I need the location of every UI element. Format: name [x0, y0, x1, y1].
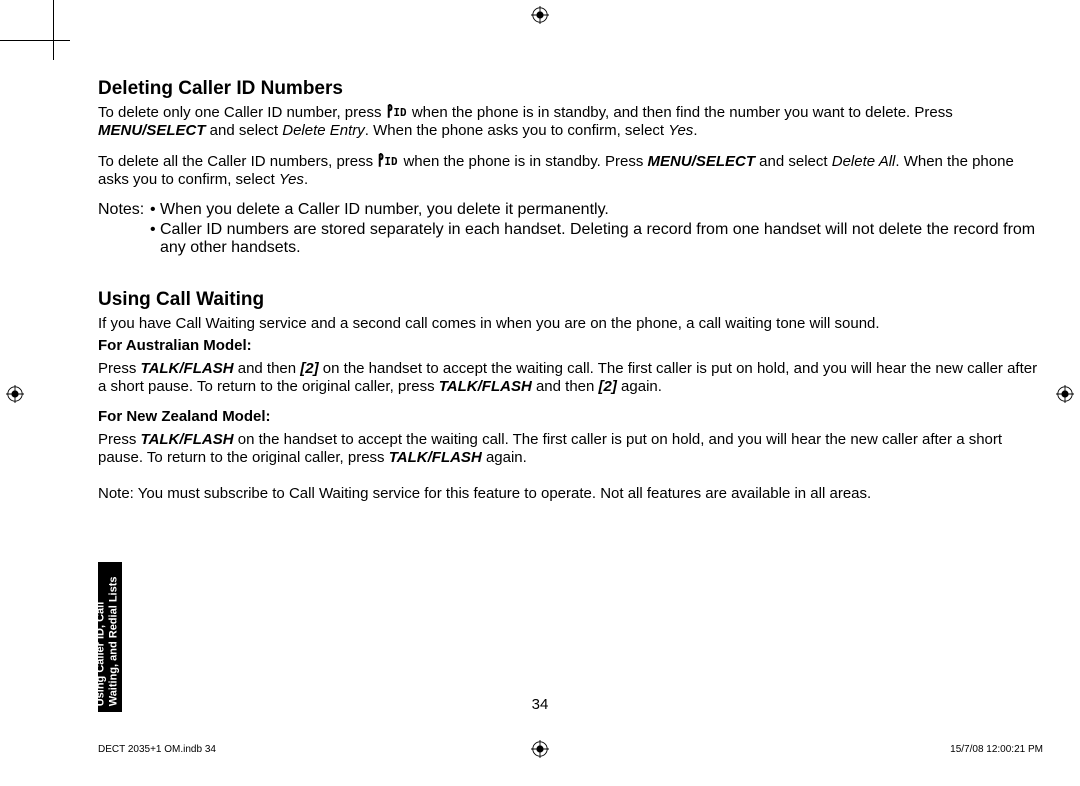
notes-body: • When you delete a Caller ID number, yo… — [150, 201, 1043, 259]
text-key-2: [2] — [300, 360, 318, 377]
crop-mark-vertical — [53, 0, 54, 60]
text: Press — [98, 360, 141, 377]
text-menu-select: MENU/SELECT — [648, 153, 756, 170]
para-call-waiting-note: Note: You must subscribe to Call Waiting… — [98, 485, 1043, 503]
print-footer: DECT 2035+1 OM.indb 34 15/7/08 12:00:21 … — [98, 744, 1043, 755]
text-talk-flash: TALK/FLASH — [389, 449, 482, 466]
notes-block: Notes: • When you delete a Caller ID num… — [98, 201, 1043, 259]
text-key-2: [2] — [599, 378, 617, 395]
text: again. — [617, 378, 662, 395]
bullet-icon: • — [150, 221, 160, 257]
text: again. — [482, 449, 527, 466]
note-text: Caller ID numbers are stored separately … — [160, 221, 1043, 257]
note-item: • Caller ID numbers are stored separatel… — [150, 221, 1043, 257]
para-delete-all: To delete all the Caller ID numbers, pre… — [98, 153, 1043, 190]
text-talk-flash: TALK/FLASH — [141, 431, 234, 448]
text-talk-flash: TALK/FLASH — [141, 360, 234, 377]
section-tab-line1: Using Caller ID, Call — [95, 601, 107, 706]
registration-mark-left — [6, 385, 24, 403]
para-delete-one: To delete only one Caller ID number, pre… — [98, 104, 1043, 141]
registration-mark-top — [531, 6, 549, 24]
footer-filename: DECT 2035+1 OM.indb 34 — [98, 744, 216, 755]
text: and select — [206, 122, 283, 139]
section-tab-line2: Waiting, and Redial Lists — [107, 576, 119, 706]
page-number: 34 — [0, 696, 1080, 713]
section-tab: Using Caller ID, Call Waiting, and Redia… — [98, 562, 122, 712]
text: and select — [755, 153, 832, 170]
note-text: When you delete a Caller ID number, you … — [160, 201, 1043, 219]
notes-label: Notes: — [98, 201, 150, 259]
text: on the handset to accept the waiting cal… — [98, 431, 1002, 466]
para-aus-model: Press TALK/FLASH and then [2] on the han… — [98, 360, 1043, 397]
text-yes: Yes — [668, 122, 693, 139]
text: and then — [234, 360, 301, 377]
bullet-icon: • — [150, 201, 160, 219]
para-call-waiting-intro: If you have Call Waiting service and a s… — [98, 315, 1043, 333]
note-item: • When you delete a Caller ID number, yo… — [150, 201, 1043, 219]
footer-timestamp: 15/7/08 12:00:21 PM — [950, 744, 1043, 755]
text: . When the phone asks you to confirm, se… — [365, 122, 669, 139]
text: To delete only one Caller ID number, pre… — [98, 104, 386, 121]
heading-deleting-caller-id: Deleting Caller ID Numbers — [98, 78, 1043, 100]
para-nz-model: Press TALK/FLASH on the handset to accep… — [98, 431, 1043, 468]
caller-id-icon: ID — [386, 104, 408, 119]
label-aus-model: For Australian Model: — [98, 337, 1043, 355]
text: . — [304, 171, 308, 188]
svg-text:ID: ID — [385, 155, 399, 168]
text: Press — [98, 431, 141, 448]
caller-id-icon: ID — [377, 153, 399, 168]
text-yes: Yes — [279, 171, 304, 188]
text-delete-entry: Delete Entry — [282, 122, 365, 139]
heading-using-call-waiting: Using Call Waiting — [98, 289, 1043, 311]
text: and then — [532, 378, 599, 395]
text-delete-all: Delete All — [832, 153, 896, 170]
svg-text:ID: ID — [393, 106, 407, 119]
crop-mark-horizontal — [0, 40, 70, 41]
text: To delete all the Caller ID numbers, pre… — [98, 153, 377, 170]
text-talk-flash: TALK/FLASH — [439, 378, 532, 395]
registration-mark-right — [1056, 385, 1074, 403]
text-menu-select: MENU/SELECT — [98, 122, 206, 139]
text: when the phone is in standby, and then f… — [408, 104, 953, 121]
page-content: Deleting Caller ID Numbers To delete onl… — [98, 78, 1043, 516]
text: . — [693, 122, 697, 139]
text: when the phone is in standby. Press — [399, 153, 647, 170]
label-nz-model: For New Zealand Model: — [98, 408, 1043, 426]
